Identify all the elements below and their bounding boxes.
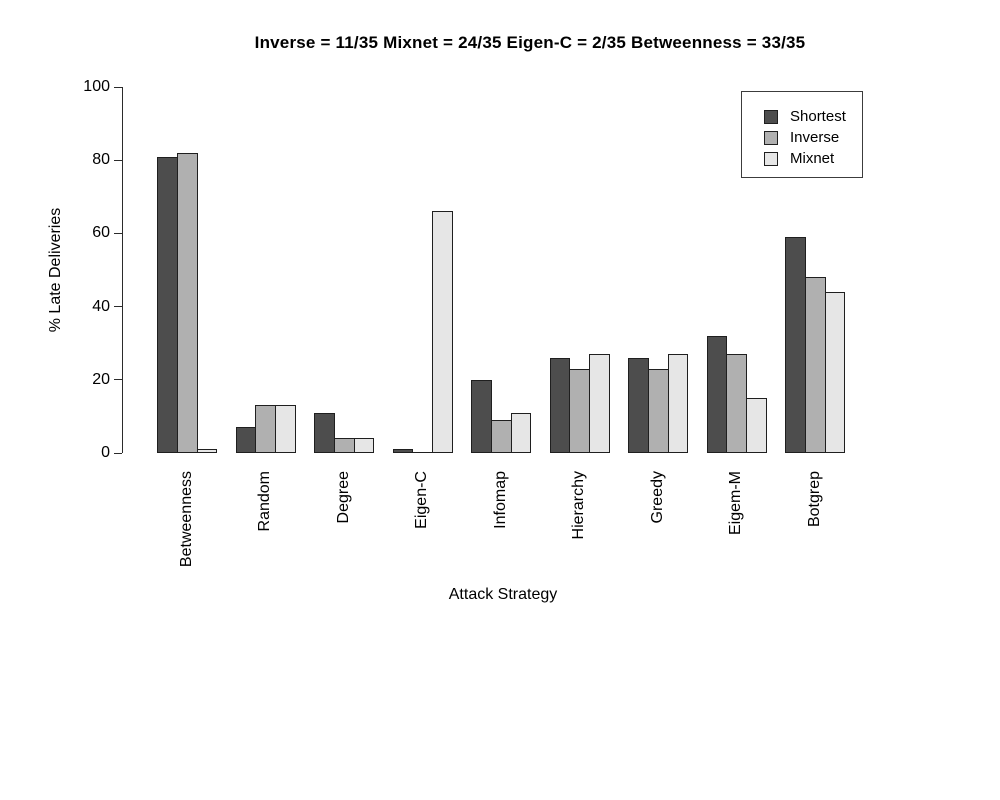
x-category-label-botgrep: Botgrep	[805, 471, 823, 528]
bar-eigen-c-mixnet	[432, 211, 453, 453]
x-category-label-hierarchy: Hierarchy	[570, 471, 588, 540]
x-category-label-greedy: Greedy	[648, 471, 666, 524]
y-tick-label-80: 80	[92, 151, 110, 169]
bar-botgrep-inverse	[804, 277, 826, 453]
y-axis-title: % Late Deliveries	[47, 207, 64, 333]
bar-botgrep-mixnet	[824, 292, 846, 453]
bar-degree-inverse	[333, 438, 355, 453]
x-category-label-eigen-c: Eigen-C	[413, 471, 431, 529]
bar-eigem-m-inverse	[726, 354, 748, 453]
legend-swatch-shortest	[764, 109, 778, 124]
bar-random-mixnet	[275, 405, 296, 453]
legend-swatch-mixnet	[764, 151, 778, 166]
y-tick-mark-100	[114, 86, 122, 88]
y-tick-mark-40	[114, 306, 122, 308]
y-tick-label-60: 60	[92, 224, 110, 242]
x-category-label-infomap: Infomap	[491, 471, 509, 529]
bar-degree-mixnet	[353, 438, 375, 453]
plot-area: 0 20 40 60 80 100 Betweenness Random Degree Eige…	[83, 78, 846, 567]
bar-eigem-m-shortest	[706, 336, 728, 453]
x-category-label-eigem-m: Eigem-M	[727, 471, 745, 536]
y-tick-label-40: 40	[92, 297, 110, 315]
bar-infomap-mixnet	[510, 413, 532, 453]
bar-botgrep-shortest	[785, 237, 806, 453]
bar-hierarchy-shortest	[549, 358, 571, 453]
bar-greedy-inverse	[647, 369, 669, 453]
x-category-label-random: Random	[256, 471, 274, 532]
bar-eigen-c-shortest	[392, 449, 414, 453]
legend-item-inverse: Inverse	[764, 127, 862, 148]
y-tick-label-100: 100	[83, 78, 110, 95]
bar-hierarchy-mixnet	[589, 354, 610, 453]
bar-betweenness-mixnet	[196, 449, 218, 453]
bar-eigem-m-mixnet	[746, 398, 767, 453]
legend-label-shortest: Shortest	[790, 108, 846, 125]
x-category-label-betweenness: Betweenness	[177, 471, 195, 568]
x-category-label-degree: Degree	[334, 471, 352, 524]
y-tick-label-0: 0	[101, 444, 110, 461]
legend-item-mixnet: Mixnet	[764, 148, 862, 169]
y-tick-mark-0	[114, 452, 122, 454]
bar-betweenness-shortest	[157, 157, 178, 453]
bar-greedy-shortest	[628, 358, 649, 453]
bar-random-inverse	[255, 405, 277, 453]
legend-label-inverse: Inverse	[790, 129, 840, 146]
bar-eigen-c-inverse	[412, 452, 434, 453]
legend-swatch-inverse	[764, 130, 778, 145]
legend-item-shortest: Shortest	[764, 106, 862, 127]
y-tick-mark-20	[114, 379, 122, 381]
x-axis-title: Attack Strategy	[448, 586, 558, 603]
bar-hierarchy-inverse	[569, 369, 591, 453]
bar-degree-shortest	[314, 413, 335, 453]
legend: Shortest Inverse Mixnet	[741, 91, 863, 178]
chart-title: Inverse = 11/35 Mixnet = 24/35 Eigen-C =…	[254, 33, 806, 52]
legend-label-mixnet: Mixnet	[790, 150, 835, 167]
bar-infomap-shortest	[471, 380, 492, 453]
bar-betweenness-inverse	[176, 153, 198, 453]
bar-greedy-mixnet	[667, 354, 689, 453]
bar-infomap-inverse	[490, 420, 512, 453]
y-tick-label-20: 20	[92, 370, 110, 388]
bar-random-shortest	[235, 427, 257, 453]
y-tick-mark-80	[114, 159, 122, 161]
y-tick-mark-60	[114, 232, 122, 234]
